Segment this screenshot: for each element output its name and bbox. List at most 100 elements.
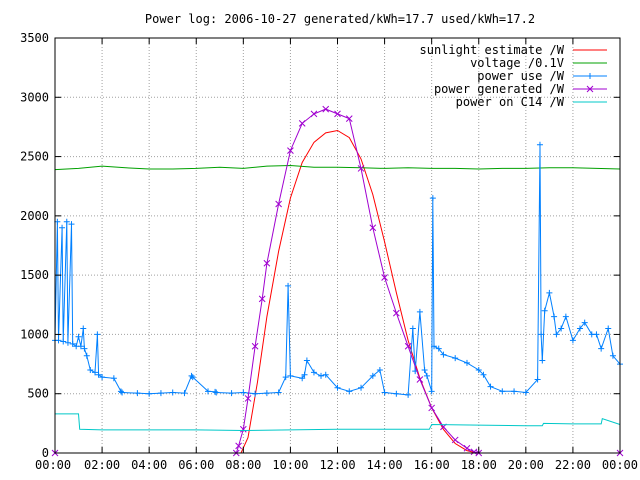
series-line	[55, 413, 621, 432]
series-2	[52, 141, 623, 398]
data-point-cross	[586, 85, 594, 93]
series-3	[51, 105, 624, 457]
data-point-cross	[381, 274, 388, 281]
data-point-cross	[263, 259, 271, 267]
data-point-plus	[428, 388, 435, 395]
data-point-plus	[376, 367, 383, 373]
x-tick-label: 08:00	[225, 458, 261, 472]
data-point-plus	[83, 352, 90, 359]
data-point-plus	[487, 383, 494, 390]
data-point-plus	[188, 372, 195, 379]
data-point-plus	[546, 289, 553, 296]
data-point-plus	[581, 319, 588, 326]
data-point-cross	[251, 342, 259, 350]
x-tick-label: 20:00	[508, 458, 544, 472]
data-point-plus	[416, 308, 423, 315]
data-point-plus	[553, 331, 560, 338]
data-point-plus	[282, 374, 289, 381]
data-point-cross	[393, 309, 400, 317]
data-point-cross	[416, 376, 424, 383]
data-point-plus	[87, 367, 94, 373]
axes: 0 500 1000 1500 2000 2500 3000 3500 00:00 02:00 04…	[20, 31, 638, 472]
data-point-plus	[301, 371, 308, 378]
data-point-plus	[64, 339, 71, 346]
data-point-plus	[55, 337, 62, 344]
data-point-cross	[334, 110, 341, 118]
data-point-plus	[99, 374, 106, 381]
data-point-plus	[558, 325, 565, 332]
legend-label: sunlight estimate /W	[420, 43, 565, 57]
data-point-cross	[235, 442, 242, 450]
x-tick-label: 16:00	[414, 458, 450, 472]
data-point-cross	[357, 165, 365, 172]
data-point-plus	[480, 371, 487, 378]
grid	[55, 38, 620, 453]
data-point-plus	[541, 307, 548, 314]
data-point-plus	[463, 359, 470, 366]
x-tick-label: 06:00	[178, 458, 214, 472]
data-point-cross	[369, 224, 377, 232]
data-point-plus	[609, 352, 616, 359]
data-point-cross	[244, 395, 252, 402]
data-point-plus	[429, 195, 436, 202]
data-point-plus	[322, 371, 329, 378]
data-point-plus	[169, 389, 176, 396]
series-line	[54, 164, 621, 171]
data-point-cross	[298, 120, 306, 127]
data-point-plus	[299, 375, 306, 382]
data-point-cross	[258, 295, 266, 303]
data-point-cross	[310, 110, 318, 118]
data-point-plus	[431, 343, 438, 350]
x-tick-label: 02:00	[84, 458, 120, 472]
data-point-plus	[59, 224, 66, 231]
data-point-plus	[421, 367, 428, 373]
data-point-plus	[303, 357, 310, 364]
x-tick-label: 22:00	[555, 458, 591, 472]
data-point-plus	[119, 389, 126, 396]
x-tick-label: 00:00	[602, 458, 638, 472]
data-point-plus	[539, 357, 546, 364]
data-point-plus	[522, 389, 529, 396]
data-point-plus	[393, 390, 400, 397]
data-point-plus	[75, 333, 82, 340]
data-point-plus	[435, 345, 442, 352]
data-point-plus	[358, 384, 365, 391]
data-point-plus	[81, 345, 88, 352]
data-point-plus	[318, 372, 325, 379]
y-tick-label: 3500	[20, 31, 49, 45]
series-layer	[51, 105, 624, 457]
data-point-plus	[263, 390, 270, 397]
data-point-plus	[212, 388, 219, 395]
data-point-plus	[181, 390, 188, 397]
x-tick-label: 18:00	[461, 458, 497, 472]
data-point-plus	[605, 325, 612, 332]
data-point-plus	[475, 367, 482, 373]
legend-label: power use /W	[477, 69, 564, 83]
y-tick-label: 2500	[20, 150, 49, 164]
data-point-plus	[287, 372, 294, 379]
data-point-plus	[95, 371, 102, 378]
data-point-plus	[576, 325, 583, 332]
data-point-plus	[369, 372, 376, 379]
data-point-plus	[252, 390, 259, 397]
data-point-cross	[463, 444, 471, 452]
data-point-cross	[428, 404, 436, 412]
series-4	[55, 413, 621, 432]
data-point-plus	[63, 218, 70, 225]
legend-label: power on C14 /W	[456, 95, 565, 109]
y-tick-label: 0	[42, 446, 49, 460]
data-point-plus	[205, 388, 212, 395]
data-point-plus	[409, 325, 416, 332]
data-point-plus	[536, 141, 543, 148]
data-point-plus	[598, 345, 605, 352]
data-point-plus	[346, 388, 353, 395]
data-point-plus	[68, 221, 75, 228]
data-point-plus	[511, 388, 518, 395]
x-tick-label: 12:00	[319, 458, 355, 472]
data-point-plus	[499, 388, 506, 395]
data-point-plus	[538, 331, 545, 338]
series-1	[54, 164, 621, 171]
y-tick-label: 1500	[20, 268, 49, 282]
